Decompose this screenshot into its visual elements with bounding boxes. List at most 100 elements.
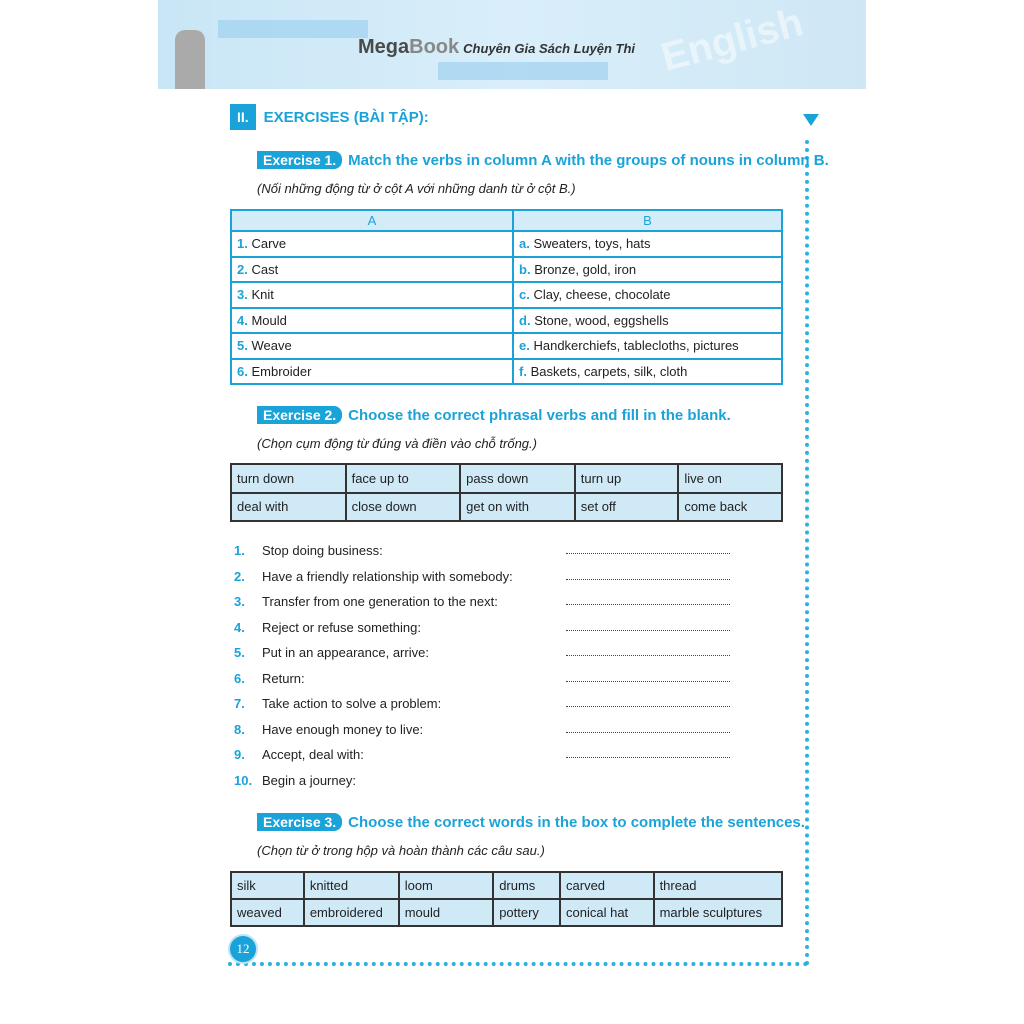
megabook-logo: MegaBook Chuyên Gia Sách Luyện Thi [358,36,636,58]
item-text: Have a friendly relationship with somebo… [262,568,513,584]
phrasal-verb-box: turn down face up to pass down turn up live … [230,463,783,522]
tagline: Chuyên Gia Sách Luyện Thi [463,41,636,56]
dotted-border-bottom [228,962,808,966]
nouns-cell: d. Stone, wood, eggshells [512,306,783,334]
list-item: 5. Put in an appearance, arrive: [234,640,734,666]
table-row: 4. Mould d. Stone, wood, eggshells [230,306,783,334]
item-number: 3. [234,594,245,610]
box-word: thread [652,871,784,900]
page-number: 12 [228,934,258,964]
answer-blank[interactable] [566,553,730,554]
list-item: 9. Accept, deal with: [234,742,734,768]
verb-cell: 4. Mould [230,306,514,334]
box-word: turn down [230,463,347,494]
nouns-cell: b. Bronze, gold, iron [512,255,783,283]
dotted-border [805,140,809,966]
table-row: 1. Carve a. Sweaters, toys, hats [230,230,783,258]
verb-cell: 6. Embroider [230,357,514,385]
table-row: 2. Cast b. Bronze, gold, iron [230,255,783,283]
box-word: get on with [459,491,576,522]
answer-blank[interactable] [566,629,730,631]
item-number: 10. [234,772,253,788]
exercise-3-heading: Exercise 3. Choose the correct words in t… [257,813,805,831]
triangle-marker-icon [803,114,819,126]
box-word: marble sculptures [652,898,784,927]
box-word: conical hat [559,898,655,927]
nouns-cell: e. Handkerchiefs, tablecloths, pictures [512,332,783,360]
item-text: Have enough money to live: [262,721,424,737]
box-word: face up to [344,463,462,494]
box-word: live on [677,463,783,494]
item-text: Stop doing business: [262,543,383,559]
column-a-header: A [230,209,514,232]
item-text: Put in an appearance, arrive: [262,645,429,661]
answer-blank[interactable] [566,757,730,758]
box-word: silk [230,871,305,900]
nouns-cell: a. Sweaters, toys, hats [512,230,783,258]
box-row: turn down face up to pass down turn up live … [230,463,783,494]
box-word: turn up [573,463,680,494]
item-text: Return: [262,670,305,686]
exercise-1-subtitle: (Nối những động từ ở cột A với những dan… [257,181,576,196]
answer-blank[interactable] [566,655,730,656]
box-word: knitted [302,871,400,900]
nouns-cell: f. Baskets, carpets, silk, cloth [512,357,783,385]
item-text: Begin a journey: [262,772,356,788]
box-word: drums [492,871,562,900]
table-row: 3. Knit c. Clay, cheese, chocolate [230,281,783,309]
box-row: weaved embroidered mould pottery conical hat… [230,898,784,927]
list-item: 3. Transfer from one generation to the ne… [234,589,734,615]
box-word: pass down [459,463,576,494]
page-header-banner [158,0,866,89]
word-box: silk knitted loom drums carved thread weaved em… [230,871,784,927]
table-row: 5. Weave e. Handkerchiefs, tablecloths, p… [230,332,783,360]
item-number: 5. [234,645,245,661]
exercise-2-subtitle: (Chọn cụm động từ đúng và điền vào chỗ t… [257,436,537,451]
box-word: pottery [492,898,562,927]
list-item: 4. Reject or refuse something: [234,615,734,641]
box-word: carved [559,871,655,900]
column-b-header: B [512,209,783,232]
box-word: close down [344,491,462,522]
answer-blank[interactable] [566,680,730,682]
exercise-title: Match the verbs in column A with the gro… [348,151,829,169]
table-row: 6. Embroider f. Baskets, carpets, silk, c… [230,357,783,385]
list-item: 1. Stop doing business: [234,538,734,564]
exercise-title: Choose the correct phrasal verbs and fil… [348,406,731,424]
item-number: 2. [234,568,245,584]
answer-blank[interactable] [566,604,730,605]
answer-blank[interactable] [566,706,730,707]
exercise-tag: Exercise 1. [257,151,343,169]
item-text: Reject or refuse something: [262,619,421,635]
box-row: deal with close down get on with set off com… [230,491,783,522]
list-item: 6. Return: [234,666,734,692]
exercise-1-heading: Exercise 1. Match the verbs in column A w… [257,151,829,169]
list-item: 7. Take action to solve a problem: [234,691,734,717]
verb-cell: 3. Knit [230,281,514,309]
box-word: come back [677,491,783,522]
exercise-tag: Exercise 2. [257,406,343,424]
answer-blank[interactable] [566,731,730,733]
item-number: 1. [234,543,245,559]
nouns-cell: c. Clay, cheese, chocolate [512,281,783,309]
item-number: 7. [234,696,245,712]
answer-blank[interactable] [566,578,730,580]
list-item: 10. Begin a journey: [234,768,734,794]
box-word: weaved [230,898,305,927]
exercise-2-heading: Exercise 2. Choose the correct phrasal ve… [257,406,731,424]
item-number: 9. [234,747,245,763]
fill-in-list: 1. Stop doing business: 2. Have a friendly … [234,538,734,793]
section-heading: II. EXERCISES (BÀI TẬP): [228,102,429,132]
verb-cell: 1. Carve [230,230,514,258]
section-title: EXERCISES (BÀI TẬP): [263,108,429,126]
box-word: loom [397,871,495,900]
item-number: 4. [234,619,245,635]
mascot-illustration [175,30,205,89]
box-word: set off [573,491,680,522]
verb-cell: 5. Weave [230,332,514,360]
item-text: Transfer from one generation to the next… [262,594,498,610]
list-item: 2. Have a friendly relationship with some… [234,564,734,590]
item-text: Take action to solve a problem: [262,696,442,712]
item-text: Accept, deal with: [262,747,364,763]
